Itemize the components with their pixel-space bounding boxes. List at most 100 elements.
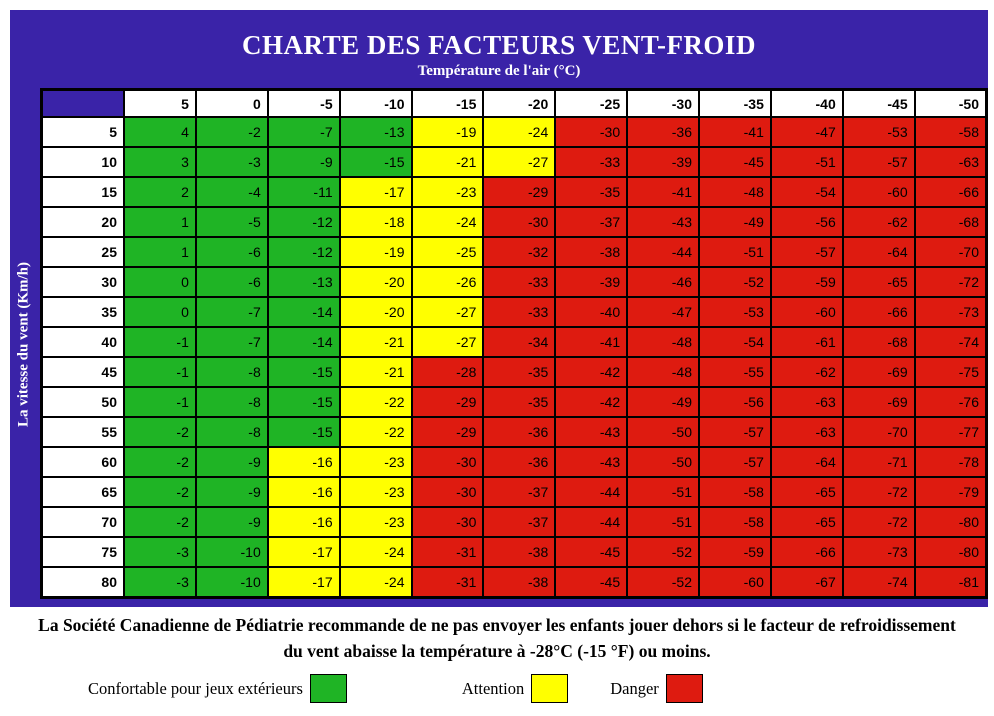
value-cell: -74 — [841, 566, 916, 599]
value-cell: -77 — [913, 416, 988, 448]
value-cell: -6 — [194, 266, 269, 298]
value-cell: -44 — [554, 476, 629, 508]
row-header: 75 — [40, 536, 125, 568]
value-cell: -52 — [626, 536, 700, 568]
table-row: 15 2 -4 -11 -17 -23 -29 -35 -41 -48 -54 -60 -66 — [40, 176, 988, 208]
value-cell: -75 — [913, 356, 988, 388]
value-cell: -28 — [410, 356, 485, 388]
value-cell: -19 — [338, 236, 413, 268]
row-header: 45 — [40, 356, 125, 388]
value-cell: -69 — [841, 356, 916, 388]
value-cell: -12 — [266, 236, 341, 268]
value-cell: -48 — [626, 326, 700, 358]
column-header: -20 — [482, 88, 557, 118]
column-header: -35 — [698, 88, 772, 118]
legend-item: Confortable pour jeux extérieurs — [88, 674, 347, 703]
value-cell: -22 — [338, 416, 413, 448]
value-cell: -2 — [123, 416, 197, 448]
row-header: 50 — [40, 386, 125, 418]
row-header: 15 — [40, 176, 125, 208]
chart-title: CHARTE DES FACTEURS VENT-FROID — [242, 30, 756, 60]
value-cell: -27 — [482, 146, 557, 178]
legend-swatch-yellow — [531, 674, 569, 703]
value-cell: -44 — [554, 506, 629, 538]
value-cell: -7 — [194, 296, 269, 328]
table-row: 10 3 -3 -9 -15 -21 -27 -33 -39 -45 -51 -57 -63 — [40, 146, 988, 178]
value-cell: -52 — [626, 566, 700, 599]
value-cell: -14 — [266, 296, 341, 328]
value-cell: -63 — [913, 146, 988, 178]
value-cell: -22 — [338, 386, 413, 418]
table-row: 45 -1 -8 -15 -21 -28 -35 -42 -48 -55 -62 -69 -75 — [40, 356, 988, 388]
value-cell: -8 — [194, 416, 269, 448]
value-cell: -27 — [410, 296, 485, 328]
value-cell: -33 — [482, 266, 557, 298]
value-cell: -53 — [841, 116, 916, 148]
chart-panel: CHARTE DES FACTEURS VENT-FROID Températu… — [10, 10, 988, 607]
legend-swatch-red — [665, 674, 703, 703]
value-cell: -30 — [410, 446, 485, 478]
value-cell: -46 — [626, 266, 700, 298]
table-row: 60 -2 -9 -16 -23 -30 -36 -43 -50 -57 -64 -71 -78 — [40, 446, 988, 478]
value-cell: -37 — [482, 506, 557, 538]
value-cell: -45 — [554, 566, 629, 599]
value-cell: 3 — [123, 146, 197, 178]
value-cell: -3 — [123, 566, 197, 599]
value-cell: -58 — [698, 506, 772, 538]
value-cell: -30 — [482, 206, 557, 238]
legend-item: Danger — [610, 674, 703, 703]
value-cell: -57 — [698, 416, 772, 448]
value-cell: -42 — [554, 356, 629, 388]
value-cell: -65 — [841, 266, 916, 298]
value-cell: -20 — [338, 296, 413, 328]
value-cell: -62 — [841, 206, 916, 238]
column-header: -45 — [841, 88, 916, 118]
value-cell: -72 — [841, 506, 916, 538]
value-cell: -23 — [338, 476, 413, 508]
column-header: -30 — [626, 88, 700, 118]
value-cell: -63 — [769, 386, 844, 418]
value-cell: -39 — [626, 146, 700, 178]
value-cell: -25 — [410, 236, 485, 268]
legend-swatch-green — [309, 674, 347, 703]
value-cell: -59 — [769, 266, 844, 298]
value-cell: -16 — [266, 476, 341, 508]
table-row: 40 -1 -7 -14 -21 -27 -34 -41 -48 -54 -61 -68 -74 — [40, 326, 988, 358]
value-cell: -3 — [194, 146, 269, 178]
value-cell: -1 — [123, 386, 197, 418]
value-cell: -57 — [698, 446, 772, 478]
value-cell: -81 — [913, 566, 988, 599]
column-header: -15 — [410, 88, 485, 118]
value-cell: -21 — [338, 356, 413, 388]
value-cell: -42 — [554, 386, 629, 418]
value-cell: -31 — [410, 536, 485, 568]
value-cell: -36 — [482, 416, 557, 448]
value-cell: -23 — [338, 506, 413, 538]
value-cell: -33 — [482, 296, 557, 328]
value-cell: -68 — [913, 206, 988, 238]
value-cell: -35 — [482, 356, 557, 388]
value-cell: -54 — [698, 326, 772, 358]
value-cell: -51 — [698, 236, 772, 268]
legend: Confortable pour jeux extérieurs Attentio… — [88, 674, 703, 703]
value-cell: -43 — [626, 206, 700, 238]
value-cell: -40 — [554, 296, 629, 328]
y-axis-title: La vitesse du vent (Km/h) — [15, 262, 32, 427]
legend-label: Confortable pour jeux extérieurs — [88, 678, 303, 698]
value-cell: -62 — [769, 356, 844, 388]
value-cell: -7 — [194, 326, 269, 358]
value-cell: -64 — [769, 446, 844, 478]
value-cell: -41 — [626, 176, 700, 208]
value-cell: -26 — [410, 266, 485, 298]
value-cell: -66 — [841, 296, 916, 328]
value-cell: -58 — [913, 116, 988, 148]
value-cell: -78 — [913, 446, 988, 478]
row-header: 10 — [40, 146, 125, 178]
value-cell: -24 — [410, 206, 485, 238]
value-cell: -60 — [698, 566, 772, 599]
value-cell: -50 — [626, 446, 700, 478]
value-cell: -70 — [841, 416, 916, 448]
column-header: -40 — [769, 88, 844, 118]
value-cell: -71 — [841, 446, 916, 478]
